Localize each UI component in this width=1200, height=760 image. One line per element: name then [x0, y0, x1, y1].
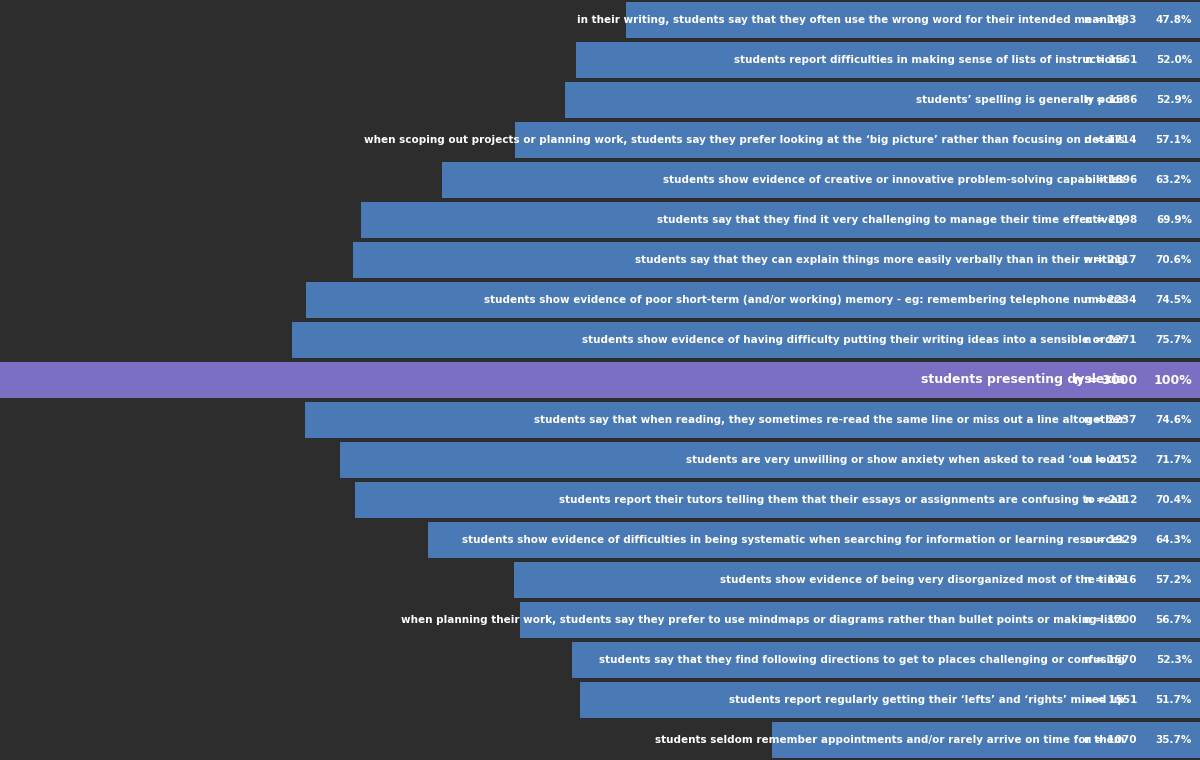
Text: students presenting dyslexia: students presenting dyslexia [920, 373, 1126, 387]
Text: n = 1700: n = 1700 [1085, 615, 1138, 625]
Text: students say that when reading, they sometimes re-read the same line or miss out: students say that when reading, they som… [534, 415, 1126, 425]
Text: 64.3%: 64.3% [1156, 535, 1192, 545]
Text: 74.6%: 74.6% [1156, 415, 1192, 425]
Text: n = 2112: n = 2112 [1085, 495, 1138, 505]
Text: students show evidence of difficulties in being systematic when searching for in: students show evidence of difficulties i… [462, 535, 1126, 545]
Bar [565, 82, 1200, 118]
Bar [772, 722, 1200, 758]
Text: 51.7%: 51.7% [1156, 695, 1192, 705]
Text: 35.7%: 35.7% [1156, 735, 1192, 745]
Text: n = 2271: n = 2271 [1085, 335, 1138, 345]
Text: in their writing, students say that they often use the wrong word for their inte: in their writing, students say that they… [577, 15, 1126, 25]
Bar [626, 2, 1200, 38]
Text: students’ spelling is generally poor: students’ spelling is generally poor [917, 95, 1126, 105]
Text: 70.4%: 70.4% [1156, 495, 1192, 505]
Bar [340, 442, 1200, 478]
Text: 56.7%: 56.7% [1156, 615, 1192, 625]
Text: 100%: 100% [1153, 373, 1192, 387]
Text: when scoping out projects or planning work, students say they prefer looking at : when scoping out projects or planning wo… [365, 135, 1126, 145]
Text: 70.6%: 70.6% [1156, 255, 1192, 265]
Text: 63.2%: 63.2% [1156, 175, 1192, 185]
Text: n = 3000: n = 3000 [1074, 373, 1138, 387]
Text: 52.0%: 52.0% [1156, 55, 1192, 65]
Bar [572, 642, 1200, 678]
Text: n = 1716: n = 1716 [1085, 575, 1138, 585]
Bar [355, 482, 1200, 518]
Text: students show evidence of poor short-term (and/or working) memory - eg: remember: students show evidence of poor short-ter… [485, 295, 1126, 305]
Bar [520, 602, 1200, 638]
Text: 47.8%: 47.8% [1156, 15, 1192, 25]
Text: 57.2%: 57.2% [1156, 575, 1192, 585]
Text: students are very unwilling or show anxiety when asked to read ‘out loud’: students are very unwilling or show anxi… [686, 455, 1126, 465]
Text: students say that they can explain things more easily verbally than in their wri: students say that they can explain thing… [635, 255, 1126, 265]
Text: 74.5%: 74.5% [1156, 295, 1192, 305]
Text: students say that they find it very challenging to manage their time effectively: students say that they find it very chal… [656, 215, 1126, 225]
Text: 57.1%: 57.1% [1156, 135, 1192, 145]
Text: n = 1929: n = 1929 [1085, 535, 1138, 545]
Text: n = 2152: n = 2152 [1085, 455, 1138, 465]
Bar [361, 202, 1200, 238]
Text: students report regularly getting their ‘lefts’ and ‘rights’ mixed up: students report regularly getting their … [730, 695, 1126, 705]
Text: students report their tutors telling them that their essays or assignments are c: students report their tutors telling the… [559, 495, 1126, 505]
Text: n = 1433: n = 1433 [1085, 15, 1138, 25]
Text: n = 2098: n = 2098 [1085, 215, 1138, 225]
Bar [576, 42, 1200, 78]
Text: students show evidence of having difficulty putting their writing ideas into a s: students show evidence of having difficu… [582, 335, 1126, 345]
Text: when planning their work, students say they prefer to use mindmaps or diagrams r: when planning their work, students say t… [401, 615, 1126, 625]
Text: students seldom remember appointments and/or rarely arrive on time for them: students seldom remember appointments an… [655, 735, 1126, 745]
Text: n = 1570: n = 1570 [1085, 655, 1138, 665]
Bar [353, 242, 1200, 278]
Text: students report difficulties in making sense of lists of instructions: students report difficulties in making s… [733, 55, 1126, 65]
Bar [428, 522, 1200, 558]
Text: n = 1896: n = 1896 [1085, 175, 1138, 185]
Bar [442, 162, 1200, 198]
Text: students say that they find following directions to get to places challenging or: students say that they find following di… [599, 655, 1126, 665]
Bar [306, 282, 1200, 318]
Bar [0, 362, 1200, 398]
Text: n = 1586: n = 1586 [1085, 95, 1138, 105]
Bar [305, 402, 1200, 438]
Text: students show evidence of being very disorganized most of the time: students show evidence of being very dis… [720, 575, 1126, 585]
Text: n = 2237: n = 2237 [1085, 415, 1138, 425]
Bar [292, 322, 1200, 358]
Text: n = 1070: n = 1070 [1085, 735, 1138, 745]
Bar [580, 682, 1200, 718]
Text: n = 1561: n = 1561 [1085, 55, 1138, 65]
Text: 71.7%: 71.7% [1156, 455, 1192, 465]
Text: 52.3%: 52.3% [1156, 655, 1192, 665]
Text: n = 2117: n = 2117 [1085, 255, 1138, 265]
Bar [515, 122, 1200, 158]
Text: n = 1714: n = 1714 [1085, 135, 1138, 145]
Text: n = 2234: n = 2234 [1085, 295, 1138, 305]
Text: 52.9%: 52.9% [1156, 95, 1192, 105]
Text: 69.9%: 69.9% [1156, 215, 1192, 225]
Text: n = 1551: n = 1551 [1085, 695, 1138, 705]
Text: 75.7%: 75.7% [1156, 335, 1192, 345]
Bar [514, 562, 1200, 598]
Text: students show evidence of creative or innovative problem-solving capabilities: students show evidence of creative or in… [662, 175, 1126, 185]
